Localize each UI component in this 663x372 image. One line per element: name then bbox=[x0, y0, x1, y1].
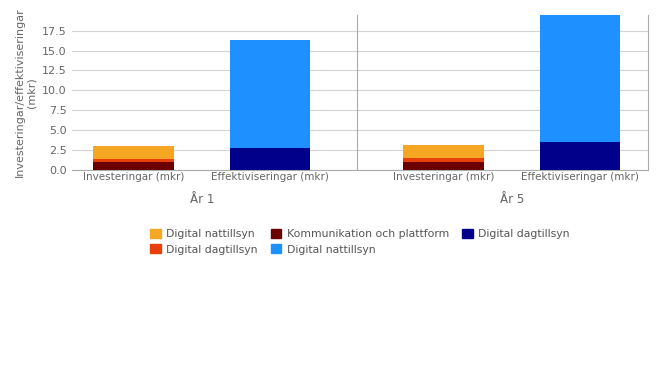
Bar bbox=[540, 15, 620, 142]
Bar bbox=[403, 158, 484, 162]
Legend: Digital nattillsyn, Digital dagtillsyn, Kommunikation och plattform, Digital nat: Digital nattillsyn, Digital dagtillsyn, … bbox=[146, 224, 574, 259]
Y-axis label: Investeringar/effektiviseringar
(mkr): Investeringar/effektiviseringar (mkr) bbox=[15, 7, 36, 177]
Bar bbox=[403, 162, 484, 170]
Bar bbox=[93, 162, 174, 170]
Bar bbox=[403, 145, 484, 158]
Bar bbox=[93, 159, 174, 162]
Text: År 5: År 5 bbox=[499, 193, 524, 206]
Text: År 1: År 1 bbox=[190, 193, 214, 206]
Bar bbox=[540, 142, 620, 170]
Bar bbox=[230, 148, 310, 170]
Bar bbox=[93, 146, 174, 159]
Bar bbox=[230, 41, 310, 148]
